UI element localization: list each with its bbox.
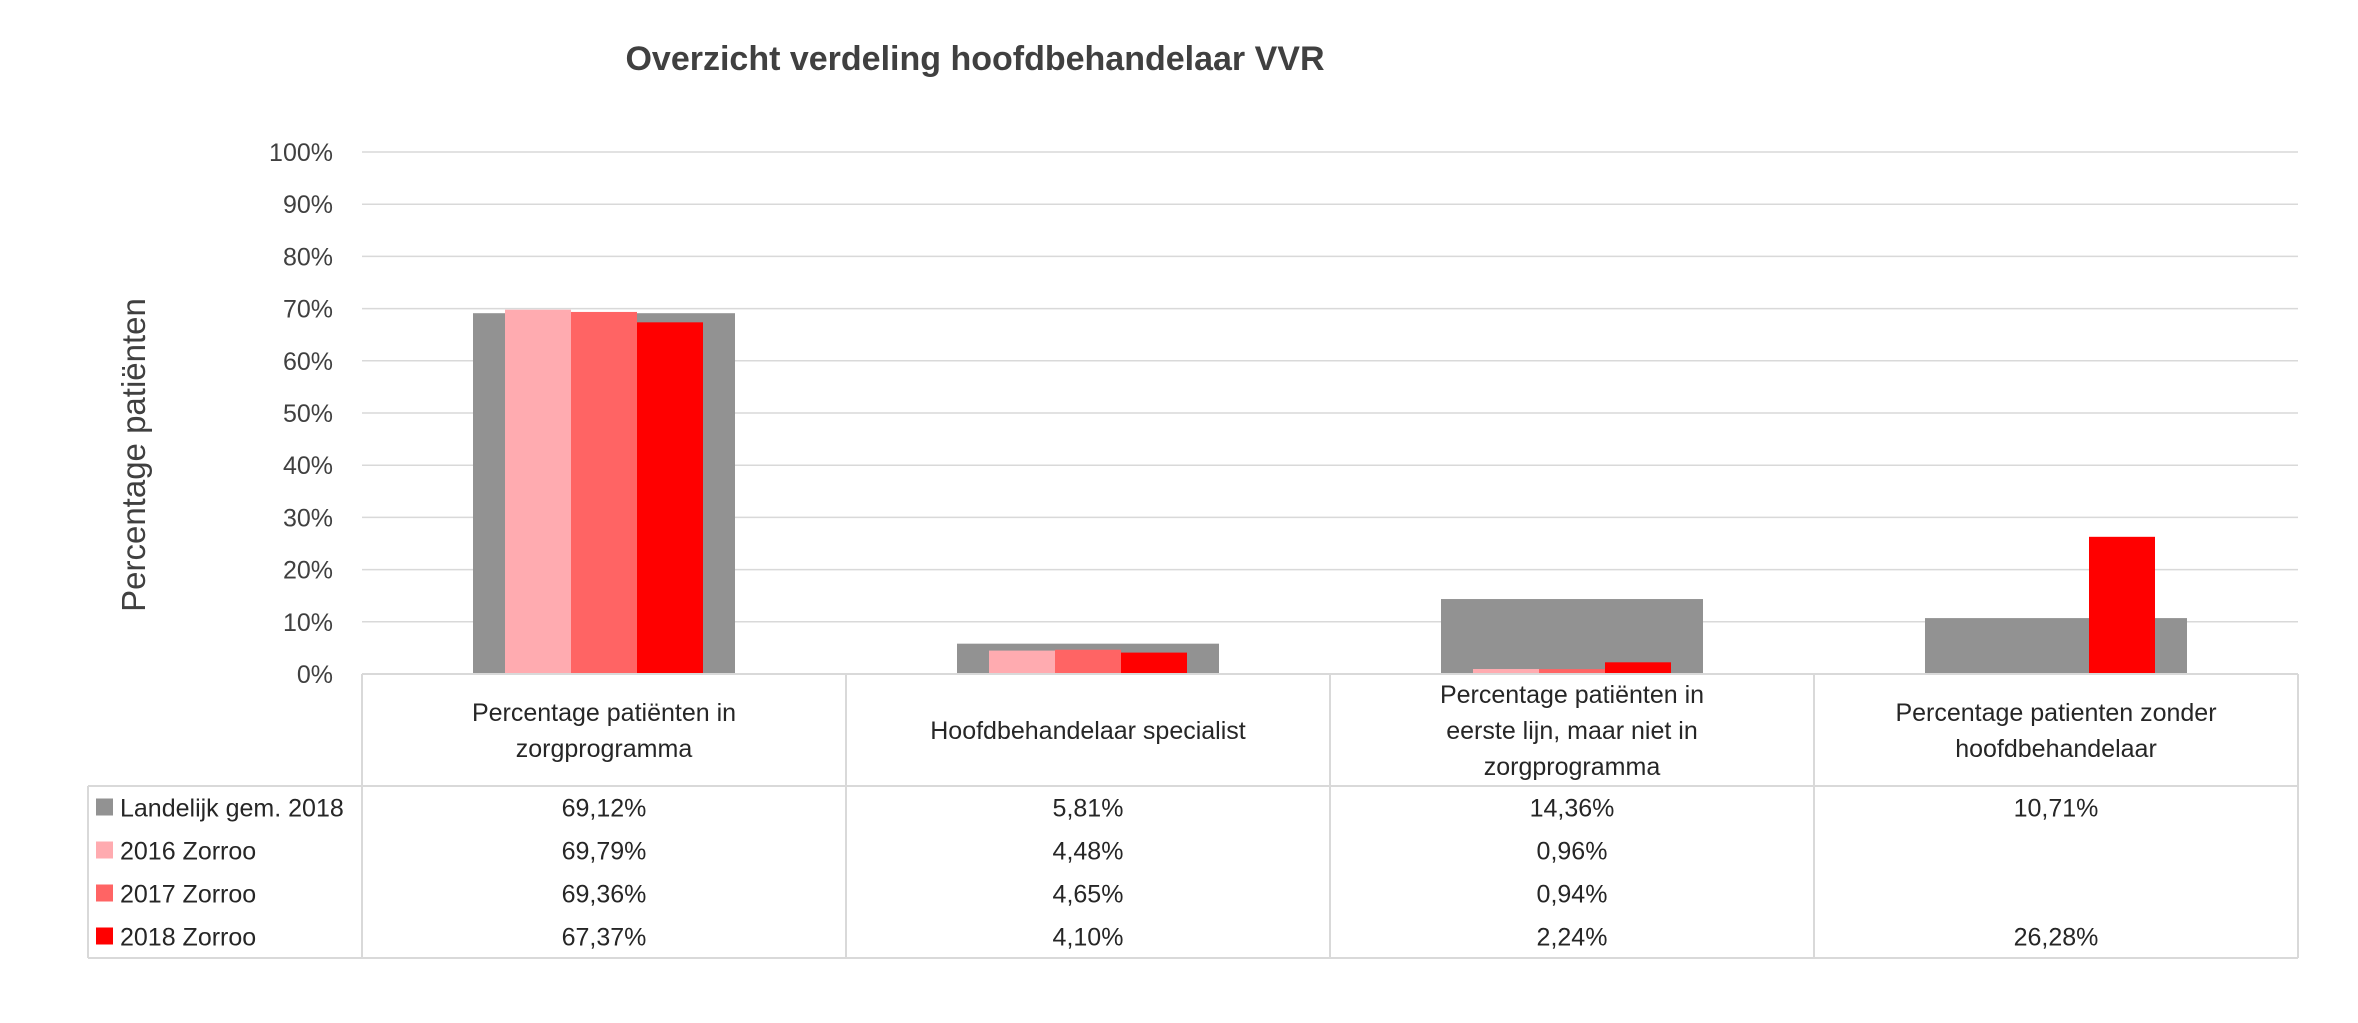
y-tick-label: 90% [283,191,333,219]
bar-2018-zorroo [2089,536,2155,674]
table-cell: 4,65% [1053,881,1124,909]
table-cell: 0,96% [1537,838,1608,866]
legend-swatch [96,927,113,945]
bar-2018-zorroo [1605,662,1671,674]
y-tick-label: 40% [283,452,333,480]
table-cell: 69,79% [562,838,647,866]
y-tick-label: 80% [283,243,333,271]
category-label: zorgprogramma [516,735,693,763]
table-cell: 2,24% [1537,924,1608,952]
category-label: Percentage patienten zonder [1895,699,2216,727]
bar-2018-zorroo [637,322,703,674]
y-axis-label: Percentage patiënten [115,298,152,612]
bar-2018-zorroo [1121,652,1187,674]
table-cell: 5,81% [1053,795,1124,823]
table-cell: 26,28% [2014,924,2099,952]
legend-label: 2017 Zorroo [120,881,256,909]
legend-label: Landelijk gem. 2018 [120,795,344,823]
category-label: hoofdbehandelaar [1955,735,2157,763]
chart-title: Overzicht verdeling hoofdbehandelaar VVR [625,40,1324,78]
y-tick-label: 100% [269,139,333,167]
bars [362,309,2298,675]
table-cell: 4,10% [1053,924,1124,952]
y-tick-label: 30% [283,504,333,532]
table-cell: 0,94% [1537,881,1608,909]
bar-landelijk [1441,599,1703,674]
y-tick-label: 0% [297,661,333,689]
y-tick-label: 60% [283,348,333,376]
bar-2016-zorroo [1473,668,1539,674]
category-label: Hoofdbehandelaar specialist [930,717,1246,745]
legend-swatch [96,798,113,816]
category-label: eerste lijn, maar niet in [1446,717,1698,745]
bar-2017-zorroo [1055,649,1121,674]
bar-2016-zorroo [505,309,571,674]
y-tick-labels: 0% 10% 20% 30% 40% 50% 60% 70% 80% 90% 100% [269,139,333,689]
y-tick-label: 20% [283,557,333,585]
y-tick-label: 10% [283,609,333,637]
table-cell: 4,48% [1053,838,1124,866]
y-tick-label: 70% [283,296,333,324]
category-label: zorgprogramma [1484,753,1661,781]
legend-swatch [96,884,113,902]
y-tick-label: 50% [283,400,333,428]
legend-label: 2018 Zorroo [120,924,256,952]
bar-2017-zorroo [571,311,637,674]
category-label: Percentage patiënten in [472,699,736,727]
table-cell: 69,12% [562,795,647,823]
table-cell: 69,36% [562,881,647,909]
bar-2017-zorroo [1539,669,1605,674]
category-label: Percentage patiënten in [1440,681,1704,709]
legend-label: 2016 Zorroo [120,838,256,866]
table-cell: 14,36% [1530,795,1615,823]
table-cell: 10,71% [2014,795,2099,823]
table-cell: 67,37% [562,924,647,952]
legend-swatch [96,841,113,859]
bar-2016-zorroo [989,650,1055,674]
data-table: Percentage patiënten in zorgprogramma Hoof… [87,674,2299,959]
